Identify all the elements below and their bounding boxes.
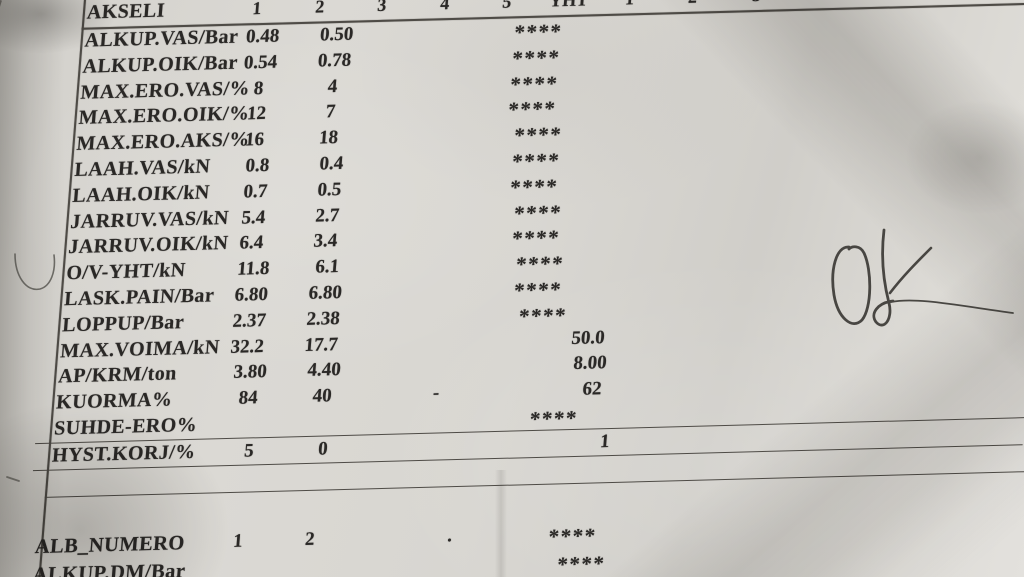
cell-yht: 50.0 [570,326,606,349]
cell-yht: **** [507,96,558,122]
cell-axle2: 4.40 [306,359,342,382]
row-label: KUORMA% [55,388,174,414]
cell-yht: **** [513,277,563,303]
cell-axle2: 18 [318,127,339,149]
stray-dot: . [446,525,454,547]
cell-yht: 1 [599,430,611,453]
cell-yht: **** [547,523,598,549]
cell-yht: **** [513,199,564,226]
cell-yht: **** [518,302,568,329]
cell-axle2: 0.5 [316,178,343,201]
row-label: SUHDE-ERO% [53,413,198,440]
cell-yht: **** [511,44,562,71]
header-col-2: 2 [314,0,326,17]
row-label: ALB_NUMERO [34,532,186,559]
header-col-yht: YHT [538,0,600,14]
row-label: LAAH.OIK/kN [71,181,211,207]
cell-yht: **** [513,19,564,45]
cell-axle2: 7 [324,101,337,123]
cell-axle2: 6.1 [314,256,341,278]
stray-mark: - [432,382,441,404]
cell-yht: **** [513,122,564,148]
cell-yht: **** [528,405,579,432]
header-col-7: 2 [670,0,716,10]
cell-axle2: 3.4 [312,230,339,253]
row-label: HYST.KORJ/% [51,440,197,467]
cell-axle2: 0.4 [318,152,345,175]
table-body: ALKUP.VAS/Bar 0.48 0.50 **** ALKUP.OIK/B… [32,3,1024,471]
cell-yht: **** [515,251,565,277]
row-label: LAAH.VAS/kN [73,155,212,181]
header-col-6: 1 [607,0,653,12]
cell-axle2: 4 [326,75,339,97]
header-col-5: 5 [501,0,513,12]
header-col-4: 4 [439,0,451,14]
cell-yht: **** [509,70,560,97]
row-label: LOPPUP/Bar [61,310,185,337]
cell-axle2: 0 [317,438,329,460]
cell-axle2: 2 [304,528,316,551]
cell-axle2: 0.50 [319,23,355,46]
cell-axle2: 40 [311,385,333,407]
cell-axle2: 6.80 [307,281,343,304]
header-col-3: 3 [376,0,388,15]
header-col-1: 1 [251,0,263,19]
cell-axle2: 0.78 [317,49,353,72]
printed-table-sheet: AKSELI 1 2 3 4 5 YHT 1 2 3 ALKUP.VAS/Bar… [20,0,1024,577]
row-label: O/V-YHT/kN [65,259,187,285]
cell-axle2: 2.38 [305,307,341,330]
cell-yht: **** [511,225,562,251]
cell-axle2: 17.7 [303,333,339,356]
cell-yht: **** [511,148,562,174]
cell-yht: 8.00 [572,352,608,375]
header-akseli: AKSELI [86,0,166,24]
row-label: AP/KRM/ton [57,362,178,388]
cell-yht: **** [509,174,560,200]
second-table: ALB_NUMERO 1 2 . **** ALKUP.DM/Bar **** [24,507,1018,577]
row-label: ALKUP.DM/Bar [31,560,187,577]
cell-yht: **** [556,551,607,577]
cell-yht: 62 [581,378,603,400]
cell-axle2: 2.7 [314,204,341,227]
header-col-8: 3 [734,0,780,9]
